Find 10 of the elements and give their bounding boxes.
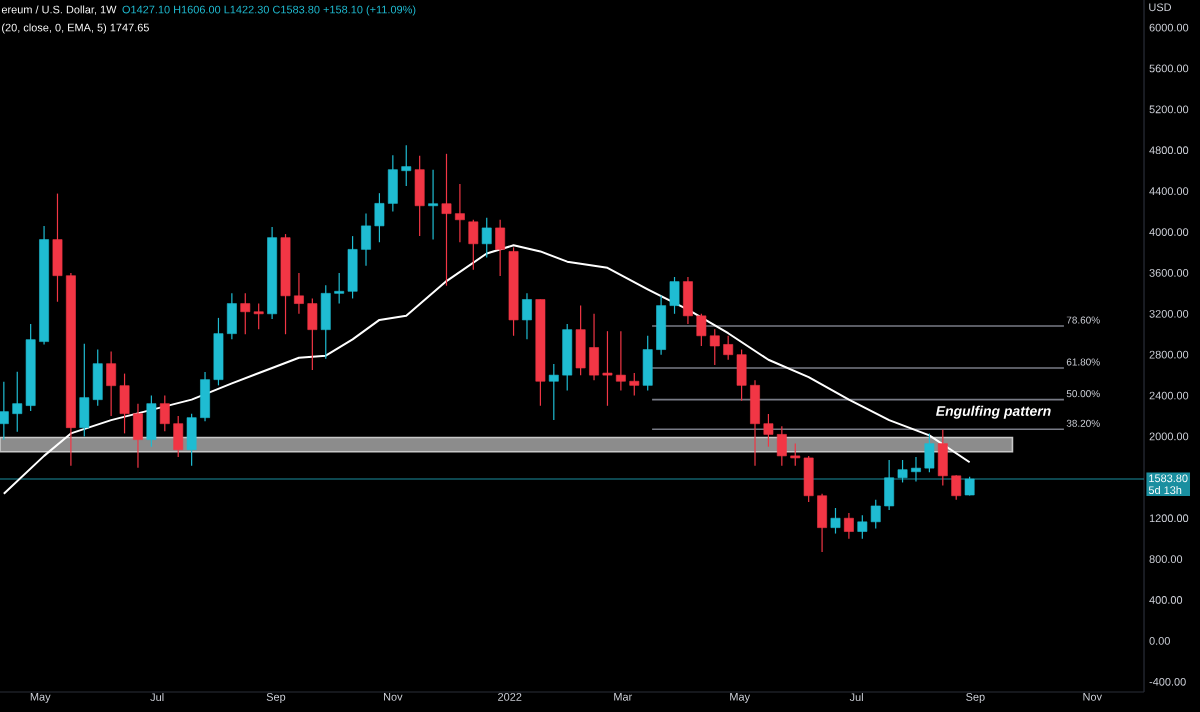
candlestick	[428, 169, 438, 241]
candlestick	[844, 512, 854, 540]
candlestick	[146, 394, 157, 448]
candlestick	[964, 476, 975, 497]
candlestick	[468, 219, 479, 271]
candlestick	[481, 217, 492, 259]
candlestick	[495, 219, 506, 277]
candlestick	[830, 507, 841, 535]
candlestick	[414, 155, 425, 237]
candlestick	[522, 292, 532, 340]
